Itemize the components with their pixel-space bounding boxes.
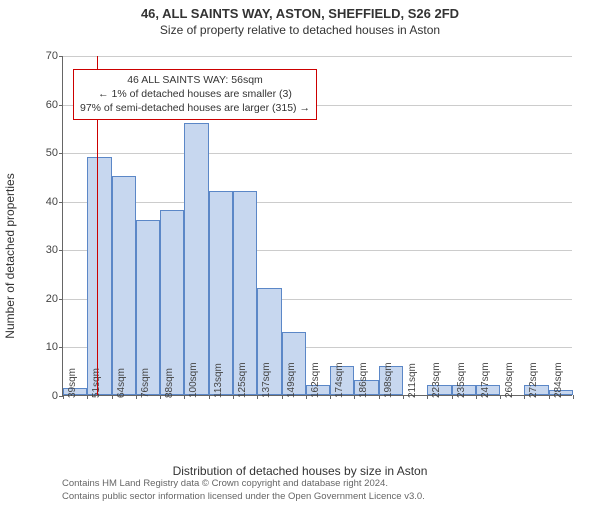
title-sub: Size of property relative to detached ho… [0,23,600,37]
xtick-mark [160,395,161,399]
xtick-mark [524,395,525,399]
xtick-mark [354,395,355,399]
xtick-label: 125sqm [237,362,248,398]
xtick-label: 223sqm [431,362,442,398]
ytick-label: 60 [46,99,63,111]
x-axis-label: Distribution of detached houses by size … [0,464,600,478]
ytick-label: 20 [46,293,63,305]
xtick-label: 113sqm [213,363,224,398]
ytick-label: 30 [46,244,63,256]
bar [184,123,208,395]
ytick-label: 40 [46,196,63,208]
xtick-label: 260sqm [504,362,515,398]
xtick-mark [476,395,477,399]
xtick-label: 198sqm [383,362,394,398]
xtick-label: 284sqm [553,362,564,398]
xtick-mark [549,395,550,399]
xtick-mark [573,395,574,399]
annotation-line: 46 ALL SAINTS WAY: 56sqm [80,73,310,87]
xtick-mark [136,395,137,399]
xtick-mark [184,395,185,399]
gridline [63,153,572,154]
ytick-label: 50 [46,147,63,159]
xtick-label: 64sqm [116,368,127,398]
annotation-line: 97% of semi-detached houses are larger (… [80,101,310,115]
xtick-label: 162sqm [310,362,321,398]
xtick-mark [403,395,404,399]
footer-line-2: Contains public sector information licen… [62,491,425,503]
xtick-label: 247sqm [480,362,491,398]
gridline [63,202,572,203]
footer: Contains HM Land Registry data © Crown c… [62,478,425,503]
xtick-mark [112,395,113,399]
plot: 01020304050607039sqm51sqm64sqm76sqm88sqm… [62,56,572,396]
xtick-label: 174sqm [334,362,345,398]
footer-line-1: Contains HM Land Registry data © Crown c… [62,478,425,490]
y-axis-label: Number of detached properties [3,173,17,338]
xtick-label: 39sqm [67,368,78,398]
xtick-mark [63,395,64,399]
xtick-label: 186sqm [358,362,369,398]
xtick-mark [87,395,88,399]
xtick-mark [233,395,234,399]
xtick-label: 88sqm [164,368,175,398]
bar [112,176,136,395]
annotation-box: 46 ALL SAINTS WAY: 56sqm← 1% of detached… [73,69,317,120]
xtick-label: 137sqm [261,362,272,398]
xtick-mark [500,395,501,399]
xtick-label: 272sqm [528,362,539,398]
xtick-mark [330,395,331,399]
xtick-mark [282,395,283,399]
xtick-mark [452,395,453,399]
xtick-label: 211sqm [407,363,418,398]
xtick-label: 235sqm [456,362,467,398]
xtick-label: 76sqm [140,368,151,398]
xtick-mark [257,395,258,399]
title-main: 46, ALL SAINTS WAY, ASTON, SHEFFIELD, S2… [0,6,600,21]
xtick-label: 100sqm [188,362,199,398]
xtick-label: 149sqm [286,362,297,398]
xtick-mark [427,395,428,399]
ytick-label: 0 [52,390,63,402]
chart-area: 01020304050607039sqm51sqm64sqm76sqm88sqm… [62,56,572,396]
annotation-line: ← 1% of detached houses are smaller (3) [80,87,310,101]
gridline [63,56,572,57]
ytick-label: 70 [46,50,63,62]
xtick-mark [306,395,307,399]
xtick-mark [209,395,210,399]
bar [87,157,111,395]
ytick-label: 10 [46,341,63,353]
xtick-mark [379,395,380,399]
